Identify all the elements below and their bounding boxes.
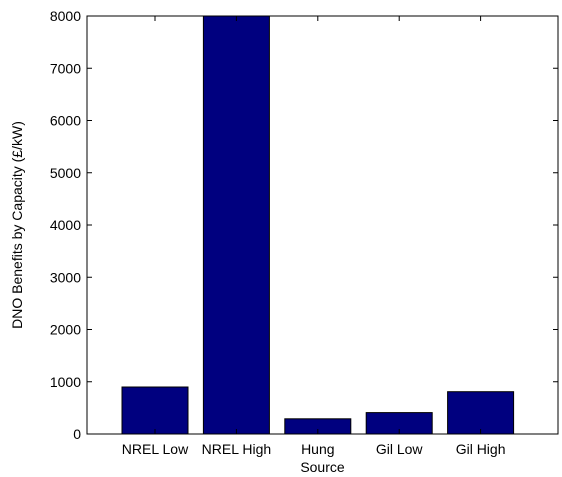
x-axis-label: Source bbox=[300, 459, 345, 475]
x-tick-label: NREL High bbox=[202, 441, 272, 457]
y-axis-ticks: 0 1000 2000 3000 4000 5000 6000 7000 8000 bbox=[50, 8, 558, 442]
y-axis-label: DNO Benefits by Capacity (£/kW) bbox=[9, 121, 25, 329]
x-tick-label: Hung bbox=[301, 441, 334, 457]
bar-gil-high bbox=[447, 391, 515, 435]
x-axis-ticks: NREL Low NREL High Hung Gil Low Gil High bbox=[122, 16, 506, 457]
y-tick-label: 5000 bbox=[50, 165, 81, 181]
x-tick-label: NREL Low bbox=[122, 441, 189, 457]
y-tick-label: 4000 bbox=[50, 217, 81, 233]
y-tick-label: 2000 bbox=[50, 322, 81, 338]
bar-nrel-low bbox=[121, 386, 189, 435]
y-tick-label: 6000 bbox=[50, 113, 81, 129]
y-tick-label: 7000 bbox=[50, 60, 81, 76]
x-tick-label: Gil Low bbox=[376, 441, 424, 457]
y-tick-label: 1000 bbox=[50, 374, 81, 390]
y-tick-label: 8000 bbox=[50, 8, 81, 24]
bar-nrel-high bbox=[202, 15, 270, 435]
y-tick-label: 3000 bbox=[50, 269, 81, 285]
x-tick-label: Gil High bbox=[456, 441, 506, 457]
y-tick-label: 0 bbox=[73, 426, 81, 442]
